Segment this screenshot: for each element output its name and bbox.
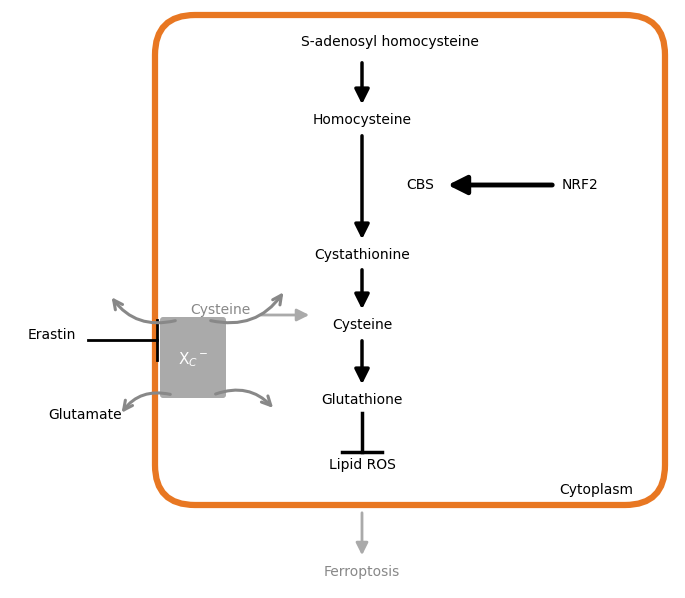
Text: Cytoplasm: Cytoplasm [559, 483, 633, 497]
Text: Glutathione: Glutathione [321, 393, 403, 407]
Text: Ferroptosis: Ferroptosis [324, 565, 400, 579]
Text: Cysteine: Cysteine [190, 303, 250, 317]
FancyBboxPatch shape [155, 15, 665, 505]
Text: Lipid ROS: Lipid ROS [329, 458, 395, 472]
FancyBboxPatch shape [160, 317, 226, 398]
Text: Cystathionine: Cystathionine [314, 248, 410, 262]
Text: Homocysteine: Homocysteine [312, 113, 412, 127]
Text: NRF2: NRF2 [562, 178, 599, 192]
Text: Glutamate: Glutamate [48, 408, 122, 422]
Text: Erastin: Erastin [28, 328, 76, 342]
Text: CBS: CBS [406, 178, 434, 192]
Text: S-adenosyl homocysteine: S-adenosyl homocysteine [301, 35, 479, 49]
Text: Cysteine: Cysteine [332, 318, 392, 332]
Text: X$_C$$^-$: X$_C$$^-$ [177, 350, 208, 370]
